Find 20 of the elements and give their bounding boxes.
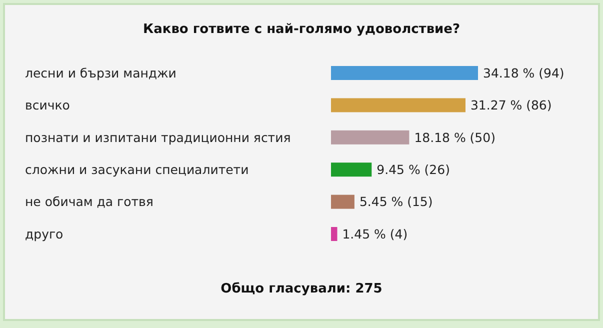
bar	[331, 194, 354, 209]
data-label: 34.18 % (94)	[483, 65, 564, 80]
bar	[331, 66, 478, 80]
text: Общо гласували: 275	[220, 282, 382, 297]
bar	[331, 130, 410, 144]
y-tick-label: всичко	[25, 98, 70, 113]
data-label: 5.45 % (15)	[359, 194, 433, 210]
y-tick-label: друго	[25, 226, 64, 242]
bar	[331, 98, 466, 112]
bar	[331, 227, 338, 241]
y-tick-label: познати и изпитани традиционни ястия	[25, 130, 291, 145]
y-tick-label: лесни и бързи манджи	[25, 65, 176, 80]
data-label: 18.18 % (50)	[414, 130, 496, 145]
y-tick-label: сложни и засукани специалитети	[25, 162, 249, 177]
data-label: 31.27 % (86)	[470, 98, 552, 113]
data-label: 1.45 % (4)	[342, 226, 408, 242]
y-tick-label: не обичам да готвя	[25, 194, 154, 210]
bar	[331, 162, 372, 177]
data-label: 9.45 % (26)	[376, 162, 450, 177]
chart-title: Какво готвите с най-голямо удоволствие?	[142, 22, 460, 37]
